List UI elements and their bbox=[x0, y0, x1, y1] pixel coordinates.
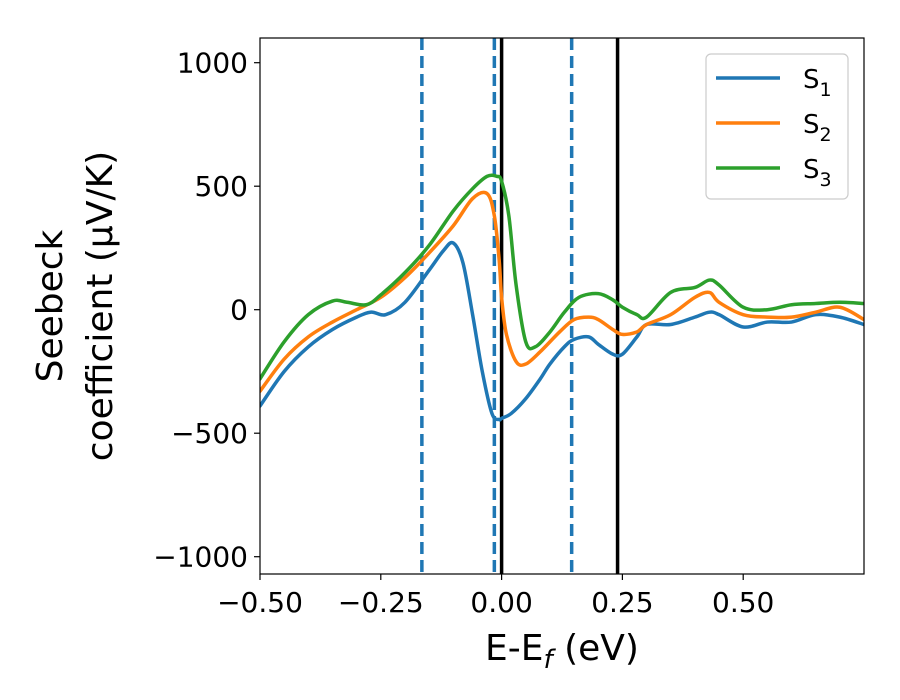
legend: S1 S2 S3 bbox=[705, 53, 849, 200]
x-tick-label: 0.00 bbox=[470, 586, 532, 619]
series-lines bbox=[260, 173, 864, 422]
legend-label-s3: S3 bbox=[803, 155, 832, 191]
legend-box bbox=[705, 53, 849, 200]
legend-label-s1: S1 bbox=[803, 65, 832, 101]
series-line-s2 bbox=[260, 190, 864, 393]
y-tick-label: 500 bbox=[195, 170, 248, 203]
series-line-s3 bbox=[260, 173, 864, 381]
plot-frame bbox=[259, 37, 865, 575]
legend-label-s2: S2 bbox=[803, 110, 832, 146]
x-tick-label: 0.50 bbox=[712, 586, 774, 619]
x-axis-ticks: −0.50 −0.25 0.00 0.25 0.50 bbox=[217, 574, 774, 619]
y-axis-label-line2: coefficient (μV/K) bbox=[80, 151, 121, 461]
series-line-s1 bbox=[260, 240, 864, 422]
y-tick-label: 1000 bbox=[177, 47, 248, 80]
x-axis-label: E-Ef (eV) bbox=[485, 628, 639, 675]
x-tick-label: −0.25 bbox=[338, 586, 424, 619]
y-tick-label: −500 bbox=[171, 417, 248, 450]
y-tick-label: 0 bbox=[230, 294, 248, 327]
x-tick-label: 0.25 bbox=[591, 586, 653, 619]
y-tick-label: −1000 bbox=[153, 541, 248, 574]
x-tick-label: −0.50 bbox=[217, 586, 303, 619]
y-axis-label-line1: Seebeck bbox=[30, 229, 71, 382]
y-axis-ticks: 1000 500 0 −500 −1000 bbox=[153, 47, 260, 574]
